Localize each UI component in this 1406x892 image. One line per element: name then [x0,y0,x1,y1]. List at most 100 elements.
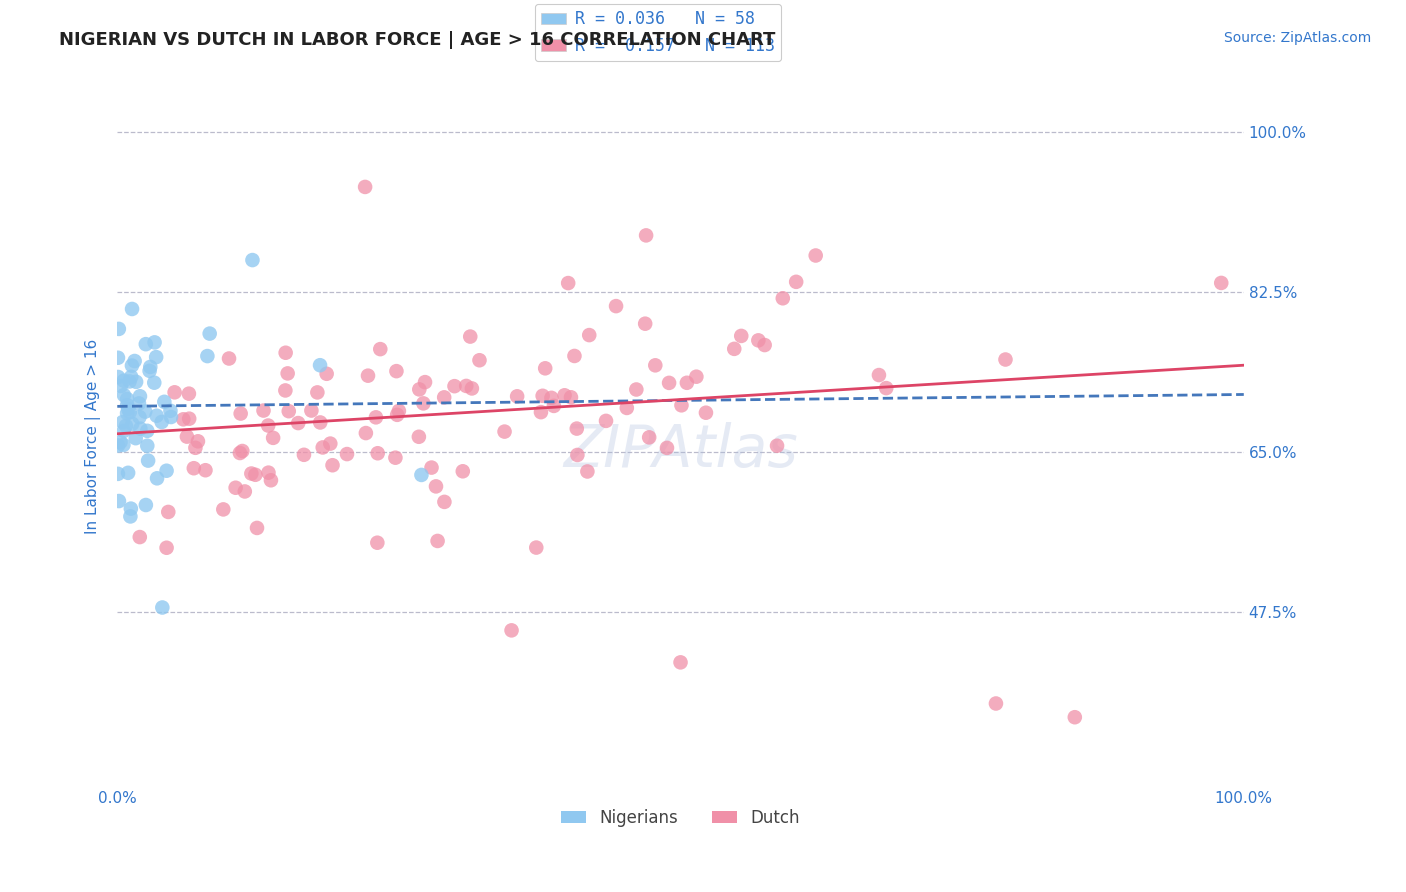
Point [671,398,693,412]
Point [108,494,131,508]
Point [246,521,269,535]
Point [115,418,138,433]
Point [277,404,299,418]
Point [443,379,465,393]
Point [413,375,436,389]
Point [120,509,142,524]
Point [501,624,523,638]
Point [242,253,264,268]
Point [121,359,143,373]
Point [433,495,456,509]
Point [676,376,699,390]
Point [385,408,408,422]
Point [875,381,897,395]
Point [616,401,638,415]
Point [128,410,150,425]
Point [766,439,789,453]
Point [146,471,169,485]
Point [605,299,627,313]
Point [309,416,332,430]
Point [868,368,890,382]
Point [143,335,166,350]
Point [723,342,745,356]
Point [540,391,562,405]
Point [231,444,253,458]
Point [198,326,221,341]
Point [506,389,529,403]
Point [1211,276,1233,290]
Point [274,384,297,398]
Point [128,396,150,410]
Point [785,275,807,289]
Point [129,422,152,436]
Point [120,501,142,516]
Point [564,349,586,363]
Point [136,424,159,438]
Point [730,329,752,343]
Point [194,463,217,477]
Point [644,359,666,373]
Point [134,404,156,418]
Point [252,403,274,417]
Point [183,461,205,475]
Point [184,441,207,455]
Point [187,434,209,449]
Point [233,484,256,499]
Point [655,441,678,455]
Point [384,450,406,465]
Y-axis label: In Labor Force | Age > 16: In Labor Force | Age > 16 [86,338,101,533]
Point [461,381,484,395]
Point [136,453,159,467]
Point [354,180,377,194]
Point [287,416,309,430]
Point [309,358,332,372]
Point [120,369,142,384]
Point [121,301,143,316]
Point [695,406,717,420]
Text: NIGERIAN VS DUTCH IN LABOR FORCE | AGE > 16 CORRELATION CHART: NIGERIAN VS DUTCH IN LABOR FORCE | AGE >… [59,31,776,49]
Point [150,600,173,615]
Point [139,359,162,374]
Point [110,379,132,393]
Point [299,403,322,417]
Point [135,337,157,351]
Point [124,354,146,368]
Point [367,446,389,460]
Point [315,367,337,381]
Point [557,276,579,290]
Point [229,446,252,460]
Point [155,541,177,555]
Point [115,392,138,406]
Point [212,502,235,516]
Point [388,404,411,418]
Point [257,466,280,480]
Point [420,460,443,475]
Point [578,328,600,343]
Point [560,390,582,404]
Point [426,533,449,548]
Point [107,438,129,452]
Point [412,396,434,410]
Point [176,429,198,443]
Point [128,530,150,544]
Point [408,383,430,397]
Point [636,228,658,243]
Point [425,479,447,493]
Point [634,317,657,331]
Point [112,438,135,452]
Point [554,388,576,402]
Point [112,374,135,388]
Point [138,364,160,378]
Point [118,375,141,389]
Point [118,405,141,419]
Point [240,467,263,481]
Point [772,291,794,305]
Point [576,465,599,479]
Point [307,385,329,400]
Point [1063,710,1085,724]
Point [129,389,152,403]
Text: ZIPAtlas: ZIPAtlas [564,422,797,479]
Point [456,379,478,393]
Point [225,481,247,495]
Point [172,412,194,426]
